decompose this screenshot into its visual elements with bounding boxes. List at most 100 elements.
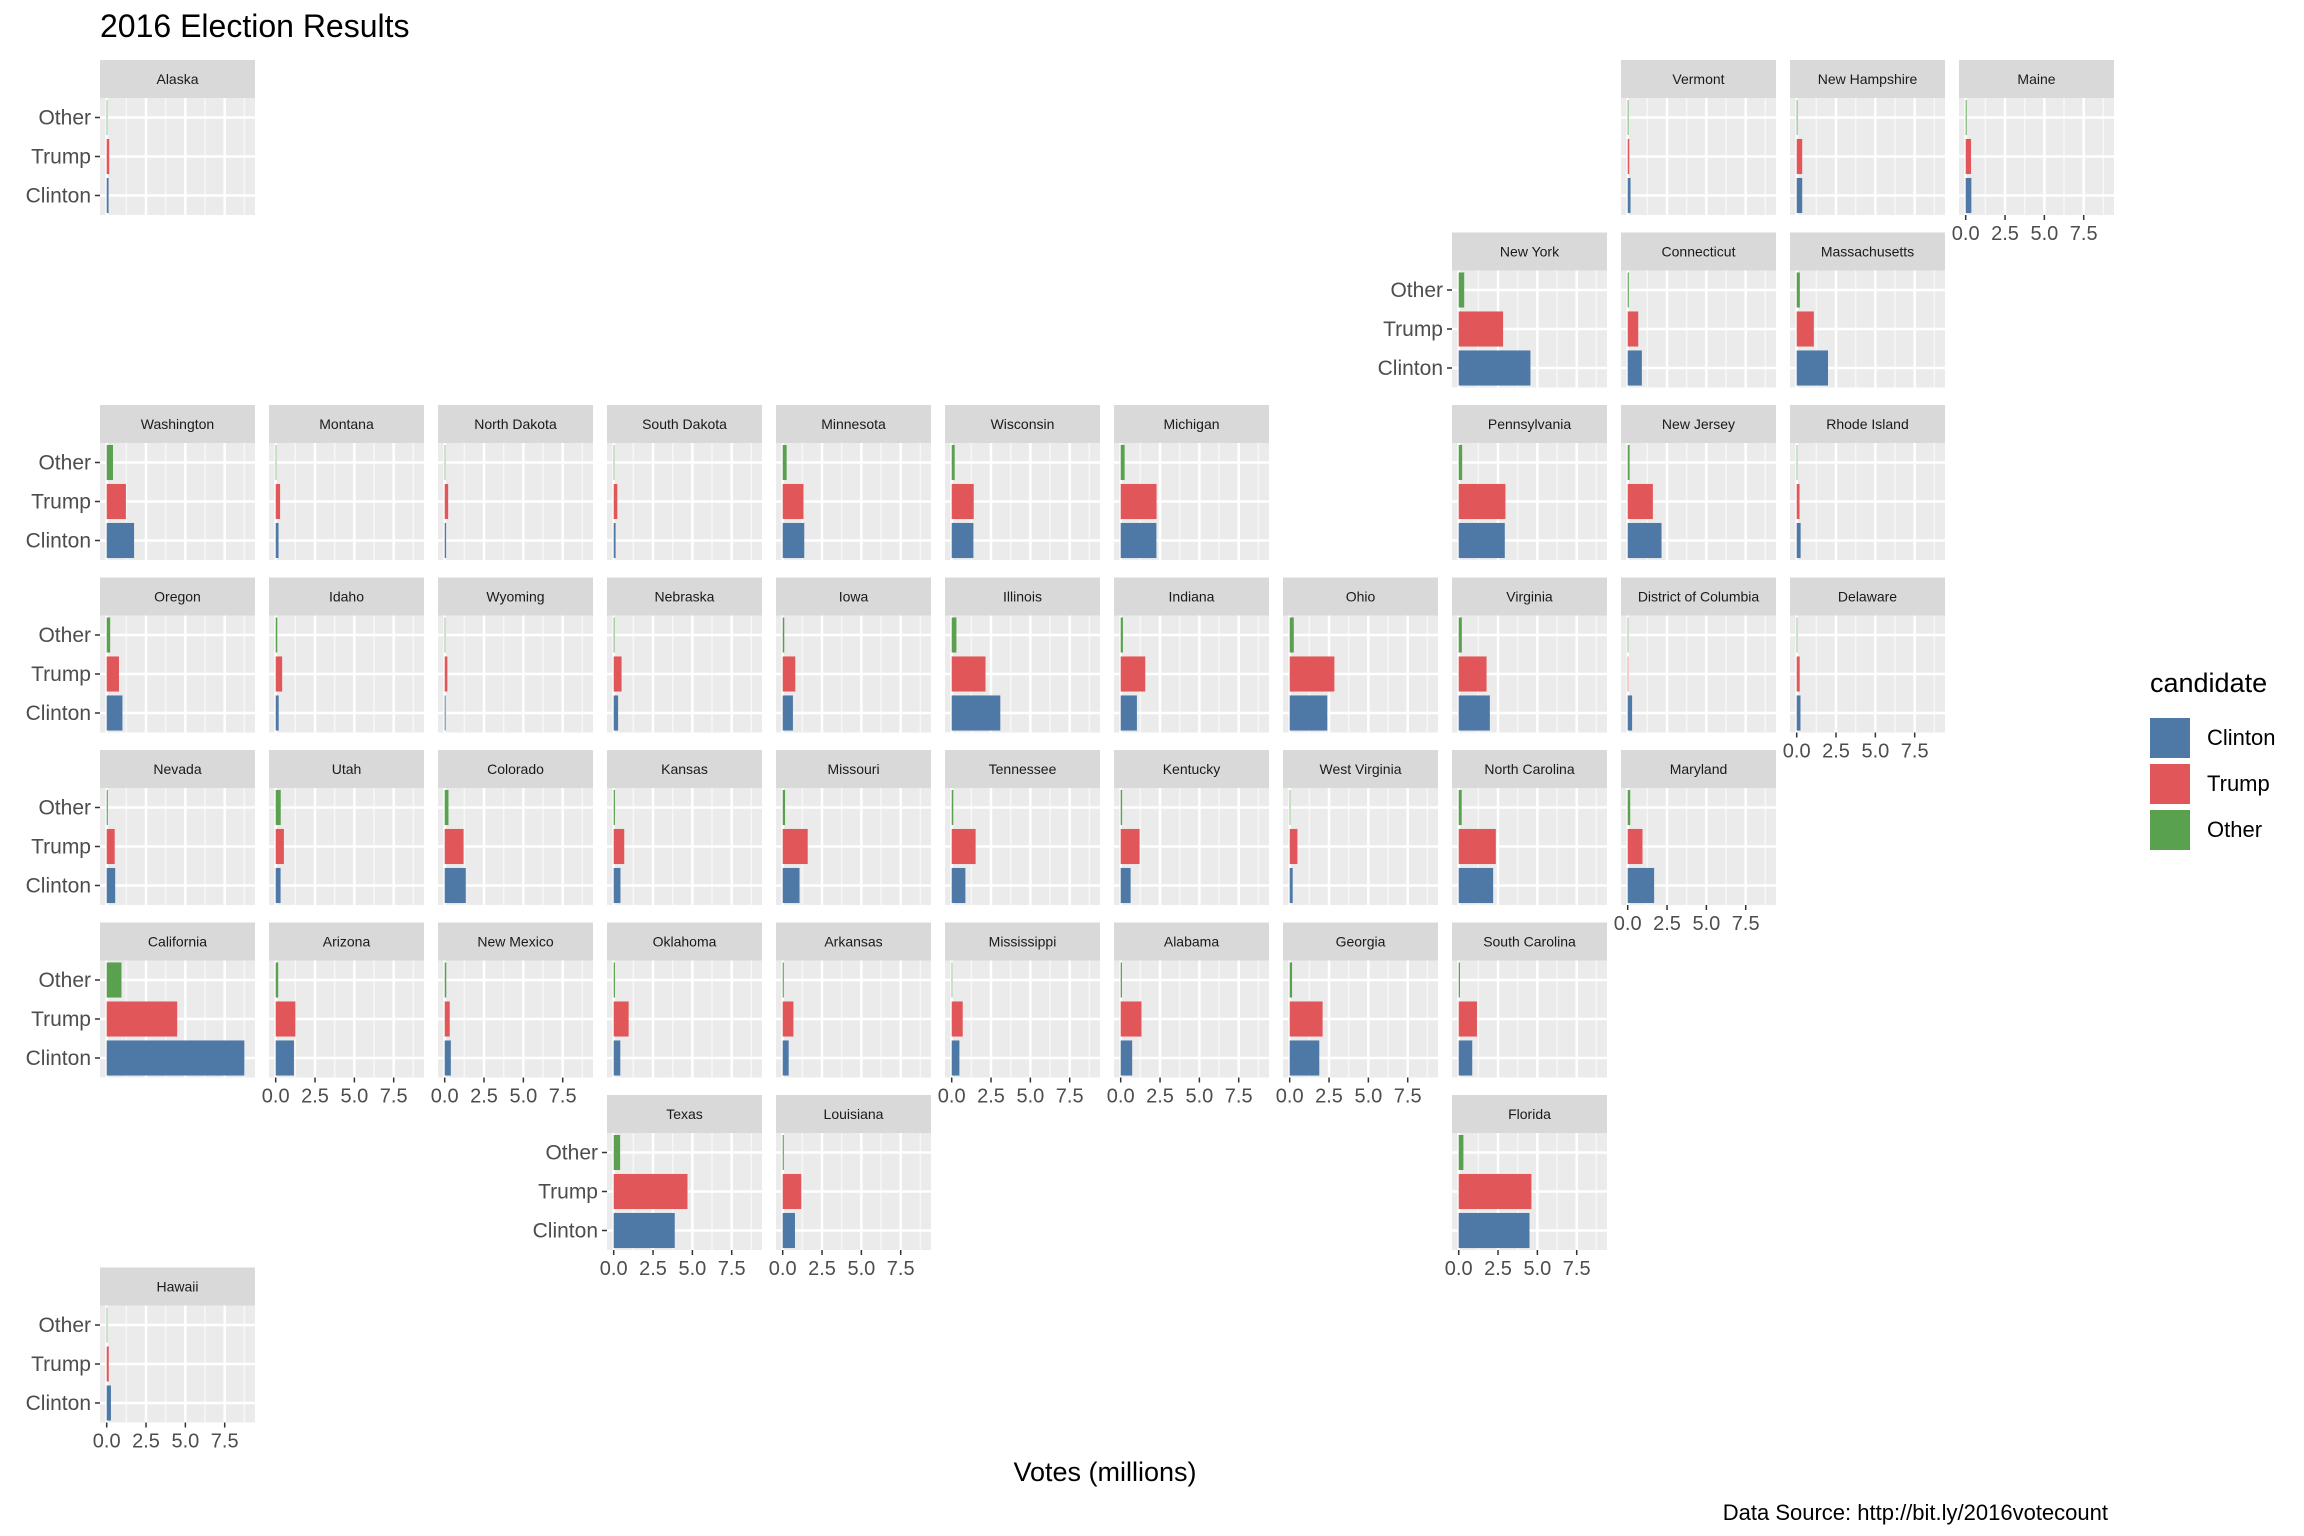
x-tick-label: 7.5 (2070, 223, 2098, 245)
facet-strip-maryland (1621, 750, 1776, 788)
bar-tennessee-trump (951, 828, 976, 865)
bar-south-dakota-other (613, 444, 615, 481)
facet-label-michigan: Michigan (1163, 416, 1219, 432)
bar-new-jersey-clinton (1627, 522, 1662, 559)
facet-strip-indiana (1114, 577, 1269, 616)
bar-maryland-other (1627, 789, 1631, 826)
x-tick-label: 5.0 (509, 1086, 537, 1108)
facet-strip-georgia (1283, 922, 1438, 961)
bar-illinois-other (951, 617, 957, 653)
facet-label-vermont: Vermont (1672, 71, 1724, 87)
bar-arkansas-trump (782, 1001, 794, 1037)
facet-label-texas: Texas (666, 1106, 703, 1122)
bar-rhode-island-trump (1796, 483, 1800, 520)
bar-south-dakota-trump (613, 483, 618, 520)
bar-maryland-trump (1627, 828, 1643, 865)
facet-strip-new-mexico (438, 922, 593, 961)
legend: candidate Clinton Trump Other (2150, 668, 2275, 853)
legend-label-trump: Trump (2207, 770, 2270, 796)
bar-tennessee-clinton (951, 867, 966, 904)
bar-west-virginia-clinton (1289, 867, 1293, 904)
facet-label-california: California (148, 934, 207, 950)
bar-minnesota-other (782, 444, 787, 481)
bar-arkansas-other (782, 962, 784, 998)
facet-label-nevada: Nevada (153, 761, 201, 777)
y-tick-label-trump: Trump (31, 836, 91, 859)
bar-louisiana-trump (782, 1173, 802, 1210)
bar-missouri-other (782, 789, 786, 826)
bar-south-carolina-clinton (1458, 1040, 1473, 1076)
bar-north-carolina-other (1458, 789, 1462, 826)
facet-label-wyoming: Wyoming (486, 589, 544, 605)
facet-label-kentucky: Kentucky (1163, 761, 1221, 777)
y-tick-label-clinton: Clinton (26, 185, 91, 208)
bar-virginia-clinton (1458, 695, 1490, 731)
bar-nebraska-trump (613, 656, 622, 692)
bar-rhode-island-clinton (1796, 522, 1801, 559)
bar-north-carolina-clinton (1458, 867, 1494, 904)
x-tick-label: 7.5 (887, 1258, 915, 1280)
facet-strip-michigan (1114, 405, 1269, 443)
facet-strip-north-dakota (438, 405, 593, 443)
x-tick-label: 5.0 (1185, 1086, 1213, 1108)
x-tick-label: 5.0 (1354, 1086, 1382, 1108)
bar-maine-clinton (1965, 177, 1972, 214)
facet-label-washington: Washington (141, 416, 214, 432)
facet-label-colorado: Colorado (487, 761, 544, 777)
facet-strip-nevada (100, 750, 255, 788)
bar-indiana-other (1120, 617, 1123, 653)
bar-delaware-trump (1796, 656, 1800, 692)
bar-minnesota-clinton (782, 522, 805, 559)
bar-idaho-trump (275, 656, 283, 692)
bar-louisiana-clinton (782, 1212, 795, 1249)
chart-caption: Data Source: http://bit.ly/2016votecount (1722, 1500, 2108, 1525)
bar-georgia-other (1289, 962, 1293, 998)
x-tick-label: 7.5 (1225, 1086, 1253, 1108)
bar-michigan-clinton (1120, 522, 1157, 559)
facet-strip-vermont (1621, 60, 1776, 98)
facet-strip-oklahoma (607, 922, 762, 961)
x-tick-label: 5.0 (1692, 913, 1720, 935)
facet-strip-nebraska (607, 577, 762, 616)
bar-nevada-clinton (106, 867, 116, 904)
facet-label-hawaii: Hawaii (156, 1279, 198, 1295)
bar-texas-clinton (613, 1212, 675, 1249)
x-tick-label: 0.0 (1276, 1086, 1304, 1108)
x-tick-label: 5.0 (678, 1258, 706, 1280)
x-tick-label: 0.0 (1614, 913, 1642, 935)
bar-kentucky-clinton (1120, 867, 1131, 904)
bar-connecticut-clinton (1627, 350, 1642, 386)
bar-alabama-other (1120, 962, 1122, 998)
facet-strip-north-carolina (1452, 750, 1607, 788)
legend-key-clinton (2150, 717, 2190, 758)
bar-new-hampshire-trump (1796, 138, 1803, 175)
bar-vermont-other (1627, 99, 1629, 136)
bar-nebraska-other (613, 617, 615, 653)
facet-label-georgia: Georgia (1336, 934, 1386, 950)
bar-delaware-clinton (1796, 695, 1801, 731)
bar-illinois-trump (951, 656, 986, 692)
facet-strip-virginia (1452, 577, 1607, 616)
bar-mississippi-trump (951, 1001, 963, 1037)
facet-strip-mississippi (945, 922, 1100, 961)
facet-strip-ohio (1283, 577, 1438, 616)
legend-item-clinton: Clinton (2150, 715, 2275, 760)
x-tick-label: 2.5 (1822, 741, 1850, 763)
facet-label-louisiana: Louisiana (824, 1106, 884, 1122)
x-tick-label: 7.5 (1394, 1086, 1422, 1108)
bar-rhode-island-other (1796, 444, 1798, 481)
x-tick-label: 2.5 (1484, 1258, 1512, 1280)
x-tick-label: 7.5 (549, 1086, 577, 1108)
bar-colorado-clinton (444, 867, 466, 904)
facet-label-utah: Utah (332, 761, 362, 777)
x-tick-label: 0.0 (93, 1431, 121, 1453)
facet-strip-pennsylvania (1452, 405, 1607, 443)
bar-new-mexico-clinton (444, 1040, 451, 1076)
facet-label-kansas: Kansas (661, 761, 708, 777)
bar-iowa-other (782, 617, 785, 653)
facet-strip-louisiana (776, 1095, 931, 1133)
legend-key-other (2150, 809, 2190, 850)
facet-strip-wisconsin (945, 405, 1100, 443)
bar-missouri-clinton (782, 867, 800, 904)
bar-michigan-other (1120, 444, 1125, 481)
